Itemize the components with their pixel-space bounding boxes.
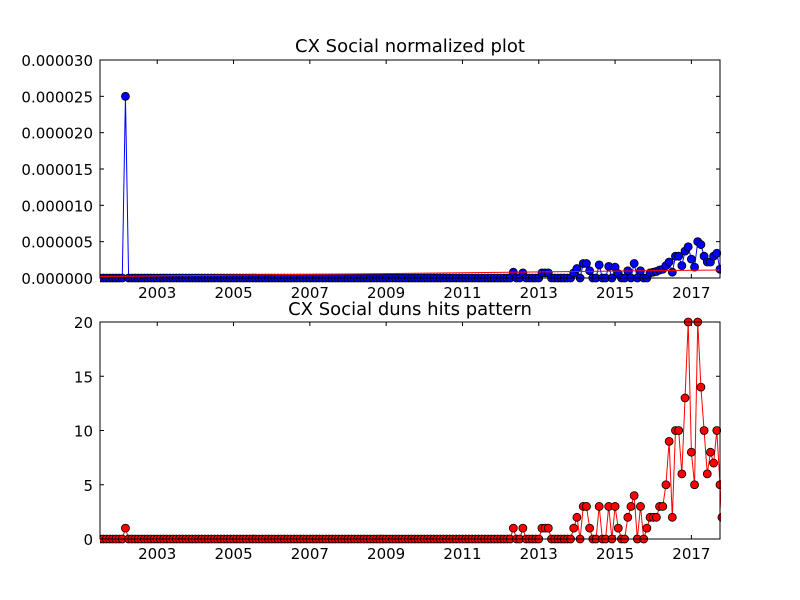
- duns-hits-data-point: [658, 502, 668, 511]
- duns-hits-x-tick-label: 2017: [672, 545, 710, 563]
- normalized-x-tick-label: 2013: [520, 284, 558, 302]
- normalized-data-point: [696, 240, 706, 249]
- duns-hits-y-tick-label: 20: [74, 314, 93, 332]
- normalized-y-tick-label: 0.000025: [21, 88, 93, 106]
- normalized-plot-axes: CX Social normalized plot 2003 2005 2007 20…: [21, 36, 721, 302]
- duns-hits-data-point: [543, 523, 553, 533]
- duns-hits-axes: CX Social duns hits pattern 2003 2005 2007…: [74, 299, 721, 563]
- normalized-y-tick-label: 0.000015: [21, 161, 93, 179]
- duns-hits-data-point: [572, 512, 582, 522]
- duns-hits-ticks: 2003 2005 2007 2009 2011 2013 2015 2017 0 5 10 15 20: [74, 314, 720, 563]
- duns-hits-data-point: [508, 523, 518, 533]
- normalized-data-point: [677, 261, 687, 271]
- duns-hits-data-point: [582, 502, 591, 511]
- normalized-data-point: [683, 242, 693, 252]
- normalized-y-tick-label: 0.000030: [21, 52, 93, 70]
- normalized-data-point: [686, 254, 696, 264]
- normalized-data-point: [594, 260, 604, 270]
- normalized-x-tick-label: 2003: [138, 284, 176, 302]
- duns-hits-data-point: [690, 480, 699, 490]
- duns-hits-data-point: [674, 426, 684, 435]
- duns-hits-data-point: [623, 512, 633, 522]
- normalized-data-point: [121, 91, 130, 101]
- normalized-x-tick-label: 2007: [291, 284, 329, 302]
- normalized-data-point: [664, 257, 674, 267]
- duns-hits-x-tick-label: 2007: [291, 545, 329, 563]
- normalized-data-point: [572, 264, 582, 273]
- duns-hits-data-point: [686, 447, 696, 457]
- duns-hits-data-point: [569, 523, 579, 533]
- duns-hits-title: CX Social duns hits pattern: [288, 299, 532, 320]
- duns-hits-data-point: [629, 491, 639, 501]
- normalized-data-point: [712, 248, 721, 258]
- normalized-data-point: [674, 251, 684, 261]
- normalized-x-tick-label: 2017: [672, 284, 710, 302]
- duns-hits-data-point: [652, 512, 661, 522]
- normalized-plot-frame: [99, 59, 721, 279]
- normalized-plot-title: CX Social normalized plot: [295, 36, 525, 57]
- normalized-y-tick-label: 0.000010: [21, 197, 93, 215]
- duns-hits-data-point: [121, 523, 130, 533]
- duns-hits-frame: [99, 321, 721, 540]
- duns-hits-data-point: [518, 523, 528, 533]
- duns-hits-data-point: [642, 523, 652, 533]
- duns-hits-data-point: [594, 502, 604, 511]
- duns-hits-data-point: [677, 469, 687, 479]
- duns-hits-data-point: [626, 502, 636, 511]
- duns-hits-y-tick-label: 5: [83, 477, 93, 495]
- duns-hits-series: [100, 317, 721, 544]
- normalized-y-tick-label: 0.000005: [21, 234, 93, 252]
- duns-hits-data-point: [706, 447, 715, 457]
- duns-hits-data-point: [585, 523, 595, 533]
- normalized-y-tick-label: 0.000000: [21, 270, 93, 288]
- normalized-x-tick-label: 2005: [214, 284, 252, 302]
- duns-hits-data-point: [661, 480, 671, 490]
- normalized-data-point: [629, 259, 639, 268]
- duns-hits-data-point: [712, 426, 721, 435]
- normalized-plot-ticks: 2003 2005 2007 2009 2011 2013 2015 2017 0.000000…: [21, 52, 720, 302]
- normalized-y-tick-label: 0.000020: [21, 125, 93, 143]
- duns-hits-data-point: [610, 502, 620, 511]
- duns-hits-x-tick-label: 2003: [138, 545, 176, 563]
- normalized-data-point: [667, 267, 677, 277]
- normalized-data-point: [585, 266, 595, 276]
- duns-hits-data-point: [709, 458, 719, 468]
- normalized-x-tick-label: 2009: [367, 284, 405, 302]
- duns-hits-data-point: [667, 512, 677, 522]
- normalized-trend-line: [100, 269, 721, 278]
- normalized-x-tick-label: 2011: [443, 284, 481, 302]
- duns-hits-x-tick-label: 2005: [214, 545, 252, 563]
- normalized-data-point: [582, 259, 591, 268]
- duns-hits-y-tick-label: 10: [74, 423, 93, 441]
- duns-hits-data-point: [680, 393, 690, 403]
- duns-hits-data-point: [664, 436, 674, 446]
- duns-hits-data-point: [696, 382, 706, 392]
- duns-hits-data-point: [613, 523, 623, 533]
- duns-hits-x-tick-label: 2009: [367, 545, 405, 563]
- duns-hits-y-tick-label: 15: [74, 368, 93, 386]
- duns-hits-data-point: [702, 469, 712, 479]
- duns-hits-data-point: [636, 502, 645, 511]
- normalized-data-point: [690, 262, 699, 272]
- duns-hits-data-point: [699, 426, 709, 435]
- duns-hits-x-tick-label: 2013: [520, 545, 558, 563]
- normalized-x-tick-label: 2015: [596, 284, 634, 302]
- duns-hits-x-tick-label: 2015: [596, 545, 634, 563]
- duns-hits-y-tick-label: 0: [83, 531, 93, 549]
- duns-hits-x-tick-label: 2011: [443, 545, 481, 563]
